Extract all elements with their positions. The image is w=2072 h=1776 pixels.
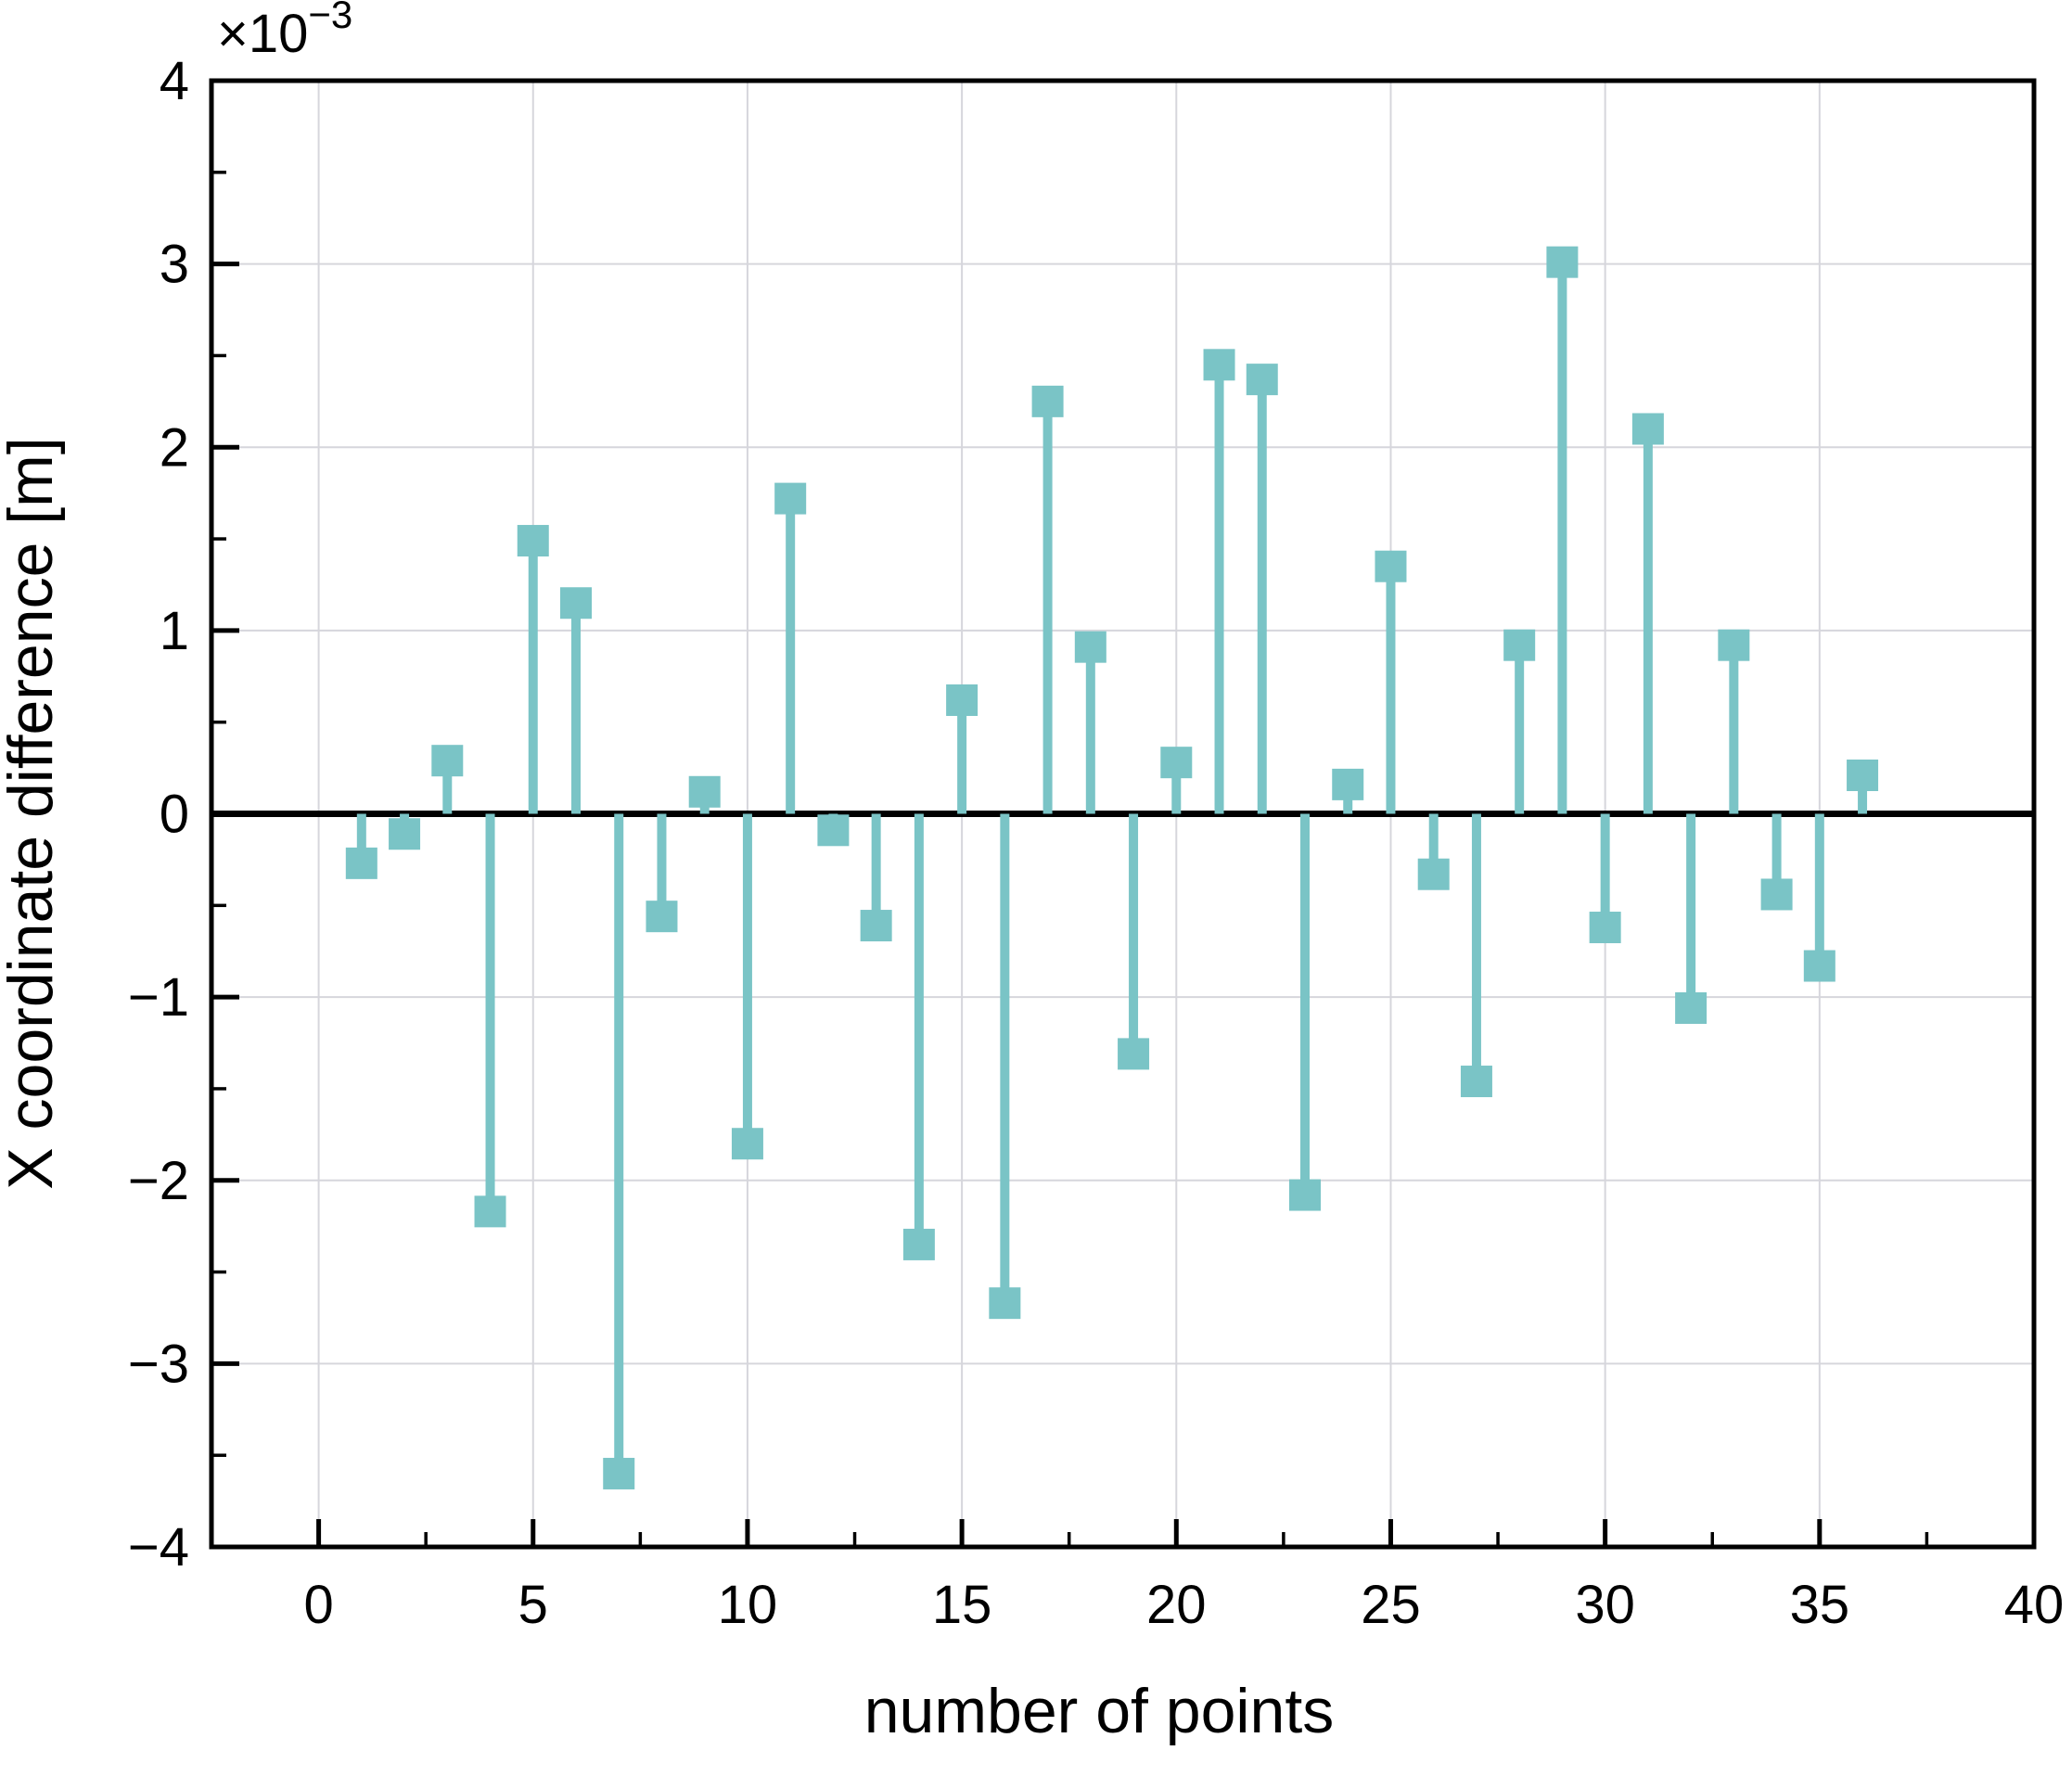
y-tick-labels: −4 −3 −2 −1 0 1 2 3 4 bbox=[128, 51, 189, 1578]
marker bbox=[1160, 747, 1193, 779]
marker bbox=[989, 1287, 1021, 1320]
marker bbox=[774, 482, 807, 515]
y-tick-label: −4 bbox=[128, 1517, 189, 1578]
marker bbox=[345, 847, 377, 879]
marker bbox=[1631, 413, 1664, 445]
marker bbox=[1546, 246, 1579, 278]
markers-layer bbox=[345, 246, 1879, 1489]
marker bbox=[1803, 950, 1835, 982]
marker bbox=[560, 587, 592, 620]
x-tick-label: 30 bbox=[1575, 1575, 1635, 1635]
marker bbox=[1246, 364, 1278, 396]
marker bbox=[1503, 629, 1536, 661]
y-tick-label: 1 bbox=[160, 601, 189, 661]
marker bbox=[1460, 1066, 1492, 1098]
y-tick-label: 4 bbox=[160, 51, 189, 111]
x-tick-labels: 0 5 10 15 20 25 30 35 40 bbox=[303, 1575, 2064, 1635]
marker bbox=[1718, 629, 1750, 661]
x-axis-title: number of points bbox=[864, 1676, 1335, 1746]
marker bbox=[902, 1228, 935, 1260]
marker bbox=[603, 1457, 635, 1489]
marker bbox=[946, 684, 978, 716]
x-tick-label: 20 bbox=[1146, 1575, 1207, 1635]
ticks-layer bbox=[211, 78, 2037, 1550]
y-tick-label: 3 bbox=[160, 235, 189, 295]
marker bbox=[1203, 349, 1235, 381]
marker bbox=[1417, 858, 1450, 890]
y-scale-mantissa: ×10 bbox=[217, 4, 308, 64]
marker bbox=[1375, 550, 1407, 582]
marker bbox=[1031, 385, 1064, 417]
y-tick-label: 0 bbox=[160, 785, 189, 845]
x-tick-label: 40 bbox=[2004, 1575, 2065, 1635]
marker bbox=[1332, 768, 1364, 800]
marker bbox=[1847, 759, 1879, 791]
x-tick-label: 35 bbox=[1790, 1575, 1850, 1635]
marker bbox=[817, 814, 850, 847]
y-tick-label: −3 bbox=[128, 1334, 189, 1394]
marker bbox=[1589, 912, 1621, 944]
marker bbox=[646, 901, 678, 933]
x-tick-label: 0 bbox=[303, 1575, 333, 1635]
marker bbox=[474, 1195, 506, 1228]
marker bbox=[1760, 878, 1793, 911]
y-tick-label: −1 bbox=[128, 967, 189, 1028]
marker bbox=[1118, 1038, 1150, 1070]
x-tick-label: 5 bbox=[518, 1575, 548, 1635]
y-scale-exp: −3 bbox=[308, 0, 352, 36]
marker bbox=[688, 775, 721, 808]
marker bbox=[860, 910, 892, 942]
marker bbox=[1074, 631, 1106, 663]
y-tick-label: 2 bbox=[160, 417, 189, 478]
marker bbox=[431, 745, 464, 777]
x-tick-label: 10 bbox=[718, 1575, 778, 1635]
marker bbox=[389, 818, 421, 850]
marker bbox=[517, 525, 549, 557]
y-scale-exponent: ×10−3 bbox=[217, 0, 352, 64]
marker bbox=[1289, 1179, 1321, 1211]
marker bbox=[731, 1128, 763, 1160]
x-tick-label: 15 bbox=[932, 1575, 992, 1635]
x-tick-label: 25 bbox=[1361, 1575, 1421, 1635]
y-axis-title: X coordinate difference [m] bbox=[0, 437, 66, 1189]
marker bbox=[1675, 991, 1707, 1024]
y-tick-label: −2 bbox=[128, 1151, 189, 1211]
